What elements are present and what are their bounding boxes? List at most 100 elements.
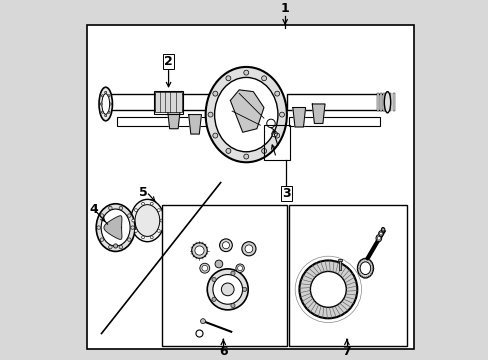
Polygon shape [312,104,325,123]
Circle shape [244,245,252,253]
Circle shape [100,103,102,105]
Polygon shape [292,108,305,127]
Circle shape [119,245,122,249]
Circle shape [142,236,144,239]
Bar [379,93,381,111]
Circle shape [108,206,112,210]
Text: 6: 6 [219,345,227,358]
Circle shape [119,206,122,210]
Circle shape [219,239,232,252]
Circle shape [237,266,242,271]
Circle shape [212,133,217,138]
Circle shape [299,260,357,318]
Circle shape [157,229,160,232]
Ellipse shape [375,235,381,242]
Ellipse shape [96,204,135,251]
Circle shape [130,226,134,229]
Circle shape [310,271,346,307]
Polygon shape [230,90,264,132]
Circle shape [132,219,134,222]
Bar [286,94,386,110]
Ellipse shape [384,92,390,113]
Circle shape [157,209,160,212]
Ellipse shape [359,262,370,275]
Bar [383,93,384,111]
Ellipse shape [102,94,109,114]
Circle shape [134,209,137,212]
Bar [386,93,387,111]
Bar [154,91,183,113]
Circle shape [127,238,131,242]
Circle shape [215,260,223,268]
Bar [264,125,290,161]
Circle shape [200,263,209,273]
Ellipse shape [101,209,130,246]
Circle shape [191,243,207,258]
Bar [161,204,286,346]
Circle shape [97,226,100,229]
Circle shape [221,283,234,296]
Bar [337,259,341,261]
Circle shape [244,70,248,75]
Ellipse shape [214,77,277,152]
Circle shape [242,242,255,256]
Circle shape [211,297,216,301]
Circle shape [230,271,235,275]
Circle shape [150,236,153,239]
Bar [338,260,340,270]
Circle shape [200,319,205,324]
Circle shape [134,229,137,232]
Bar [155,93,182,112]
Bar [288,117,380,126]
Circle shape [242,287,246,292]
Circle shape [127,214,131,217]
Circle shape [101,95,103,97]
Ellipse shape [357,258,373,278]
Bar [288,204,406,346]
Ellipse shape [381,228,384,232]
Circle shape [266,119,275,128]
Circle shape [142,202,144,205]
Circle shape [261,148,266,153]
Circle shape [261,76,266,81]
Ellipse shape [130,199,164,242]
Polygon shape [167,109,180,129]
Ellipse shape [205,67,286,162]
Ellipse shape [135,204,160,237]
Circle shape [225,148,230,153]
Text: 2: 2 [164,55,173,68]
Circle shape [230,303,235,307]
Circle shape [109,103,111,105]
Bar [389,93,390,111]
Text: 7: 7 [342,345,350,358]
Circle shape [108,95,110,97]
Circle shape [160,219,163,222]
Circle shape [207,112,213,117]
Circle shape [150,202,153,205]
Circle shape [279,112,284,117]
Circle shape [195,246,203,255]
Circle shape [104,114,106,117]
Circle shape [225,76,230,81]
Text: 1: 1 [280,2,289,15]
Circle shape [108,245,112,249]
Circle shape [235,264,244,273]
Circle shape [100,238,103,242]
Circle shape [211,277,216,282]
Circle shape [212,91,217,96]
Ellipse shape [378,231,383,237]
Text: 4: 4 [89,203,98,216]
Bar [392,93,394,111]
Ellipse shape [381,229,383,231]
Ellipse shape [99,87,112,121]
Circle shape [212,275,242,304]
Circle shape [202,265,207,271]
Ellipse shape [377,236,380,240]
Bar [108,94,244,110]
Circle shape [274,91,279,96]
Ellipse shape [379,232,382,235]
Bar [117,117,241,126]
Circle shape [113,244,118,248]
Bar [376,93,378,111]
Circle shape [271,131,277,137]
